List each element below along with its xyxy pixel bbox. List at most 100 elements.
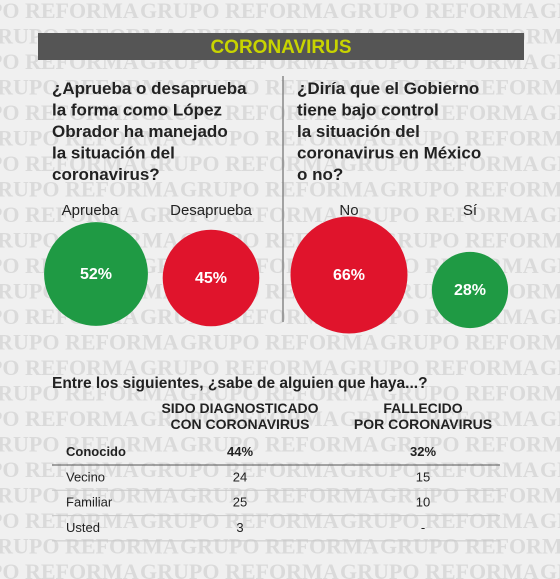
bubble — [290, 216, 408, 334]
watermark-text: GRUPO REFORMA — [340, 100, 539, 125]
cell: 44% — [227, 444, 253, 459]
bubble-value: 66% — [333, 267, 365, 284]
watermark-text: GRUPO REFORMA — [140, 151, 339, 176]
cell: 10 — [416, 495, 430, 510]
watermark-text: GRUPO REFORMA — [180, 330, 379, 355]
question-line: ¿Aprueba o desaprueba — [52, 79, 247, 98]
row-label: Vecino — [66, 469, 105, 484]
watermark-text: GRUPO REFORMA — [380, 534, 560, 559]
cell: - — [421, 520, 425, 535]
watermark-text: GRUPO REFORMA — [540, 457, 560, 482]
question-line: la situación del — [297, 122, 420, 141]
watermark-text: GRUPO REFORMA — [140, 100, 339, 125]
watermark-text: GRUPO REFORMA — [180, 126, 379, 151]
question-line: la forma como López — [52, 101, 222, 120]
watermark-text: GRUPO REFORMA — [340, 0, 539, 23]
watermark-text: GRUPO REFORMA — [0, 75, 179, 100]
bubble-label: Desaprueba — [170, 202, 252, 219]
watermark-text: GRUPO REFORMA — [380, 75, 560, 100]
watermark-text: GRUPO REFORMA — [0, 126, 179, 151]
bubble-label: Sí — [463, 202, 478, 219]
watermark-text: GRUPO REFORMA — [540, 0, 560, 23]
watermark-text: GRUPO REFORMA — [180, 432, 379, 457]
watermark-text: GRUPO REFORMA — [380, 177, 560, 202]
watermark-text: GRUPO REFORMA — [340, 559, 539, 579]
watermark-text: GRUPO REFORMA — [140, 559, 339, 579]
watermark-text: GRUPO REFORMA — [0, 0, 139, 23]
table-title: Entre los siguientes, ¿sabe de alguien q… — [52, 375, 428, 392]
watermark-text: GRUPO REFORMA — [180, 177, 379, 202]
question-line: Obrador ha manejado — [52, 122, 228, 141]
column-header: FALLECIDO — [383, 400, 462, 416]
watermark-text: GRUPO REFORMA — [0, 559, 139, 579]
watermark-text: GRUPO REFORMA — [340, 151, 539, 176]
watermark-text: GRUPO REFORMA — [380, 126, 560, 151]
watermark-text: GRUPO REFORMA — [180, 534, 379, 559]
content: ¿Aprueba o desaprueba la forma como López… — [44, 79, 509, 542]
watermark-text: GRUPO REFORMA — [140, 508, 339, 533]
watermark-text: GRUPO REFORMA — [540, 100, 560, 125]
watermark-text: GRUPO REFORMA — [340, 355, 539, 380]
watermark-text: GRUPO REFORMA — [0, 177, 179, 202]
column-header: POR CORONAVIRUS — [354, 416, 492, 432]
header-title: CORONAVIRUS — [210, 37, 351, 58]
watermark-text: GRUPO REFORMA — [140, 457, 339, 482]
watermark-text: GRUPO REFORMA — [0, 432, 179, 457]
watermark-text: GRUPO REFORMA — [0, 381, 179, 406]
bubble — [431, 251, 509, 329]
watermark-text: GRUPO REFORMA — [180, 75, 379, 100]
question-line: la situación del — [52, 144, 175, 163]
watermark-text: GRUPO REFORMA — [140, 355, 339, 380]
bubble-value: 45% — [195, 270, 227, 287]
bubble — [162, 229, 260, 327]
watermark-text: GRUPO REFORMA — [540, 406, 560, 431]
row-label: Usted — [66, 520, 100, 535]
question-line: o no? — [297, 165, 343, 184]
watermark-text: GRUPO REFORMA — [0, 355, 139, 380]
watermark-text: GRUPO REFORMA — [380, 330, 560, 355]
watermark-text: GRUPO REFORMA — [380, 228, 560, 253]
question-line: ¿Diría que el Gobierno — [297, 79, 479, 98]
watermark-text: GRUPO REFORMA — [140, 406, 339, 431]
bubble-value: 52% — [80, 266, 112, 283]
watermark-text: GRUPO REFORMA — [340, 406, 539, 431]
cell: 24 — [233, 469, 247, 484]
bubble-label: Aprueba — [62, 202, 119, 219]
header-bar — [38, 33, 524, 60]
watermark-text: GRUPO REFORMA — [540, 202, 560, 227]
watermark-text: GRUPO REFORMA — [540, 49, 560, 74]
watermark-text: GRUPO REFORMA — [340, 508, 539, 533]
watermark-text: GRUPO REFORMA — [0, 534, 179, 559]
question-line: coronavirus? — [52, 165, 160, 184]
watermark-text: GRUPO REFORMA — [540, 559, 560, 579]
watermark-text: GRUPO REFORMA — [180, 483, 379, 508]
watermark-text: GRUPO REFORMA — [0, 151, 139, 176]
watermark-text: GRUPO REFORMA — [140, 202, 339, 227]
watermark-text: GRUPO REFORMA — [540, 508, 560, 533]
question-line: coronavirus en México — [297, 144, 481, 163]
watermark-text: GRUPO REFORMA — [540, 151, 560, 176]
cell: 3 — [236, 520, 243, 535]
bubble-value: 28% — [454, 282, 486, 299]
question-line: tiene bajo control — [297, 101, 439, 120]
cell: 25 — [233, 495, 247, 510]
column-header: CON CORONAVIRUS — [171, 416, 310, 432]
cell: 15 — [416, 469, 430, 484]
watermark-text: GRUPO REFORMA — [380, 483, 560, 508]
watermark-text: GRUPO REFORMA — [0, 330, 179, 355]
watermark-text: GRUPO REFORMA — [0, 100, 139, 125]
watermark-text: GRUPO REFORMA — [540, 253, 560, 278]
watermark-text: GRUPO REFORMA — [0, 508, 139, 533]
bubble — [44, 222, 148, 326]
watermark-text: GRUPO REFORMA — [380, 432, 560, 457]
watermark-text: GRUPO REFORMA — [180, 381, 379, 406]
watermark-text: GRUPO REFORMA — [0, 202, 139, 227]
bubble-label: No — [339, 202, 358, 219]
row-label: Conocido — [66, 444, 126, 459]
watermark-text: GRUPO REFORMA — [540, 304, 560, 329]
cell: 32% — [410, 444, 436, 459]
watermark-text: GRUPO REFORMA — [380, 381, 560, 406]
watermark-text: GRUPO REFORMA — [0, 483, 179, 508]
watermark-text: GRUPO REFORMA — [0, 457, 139, 482]
